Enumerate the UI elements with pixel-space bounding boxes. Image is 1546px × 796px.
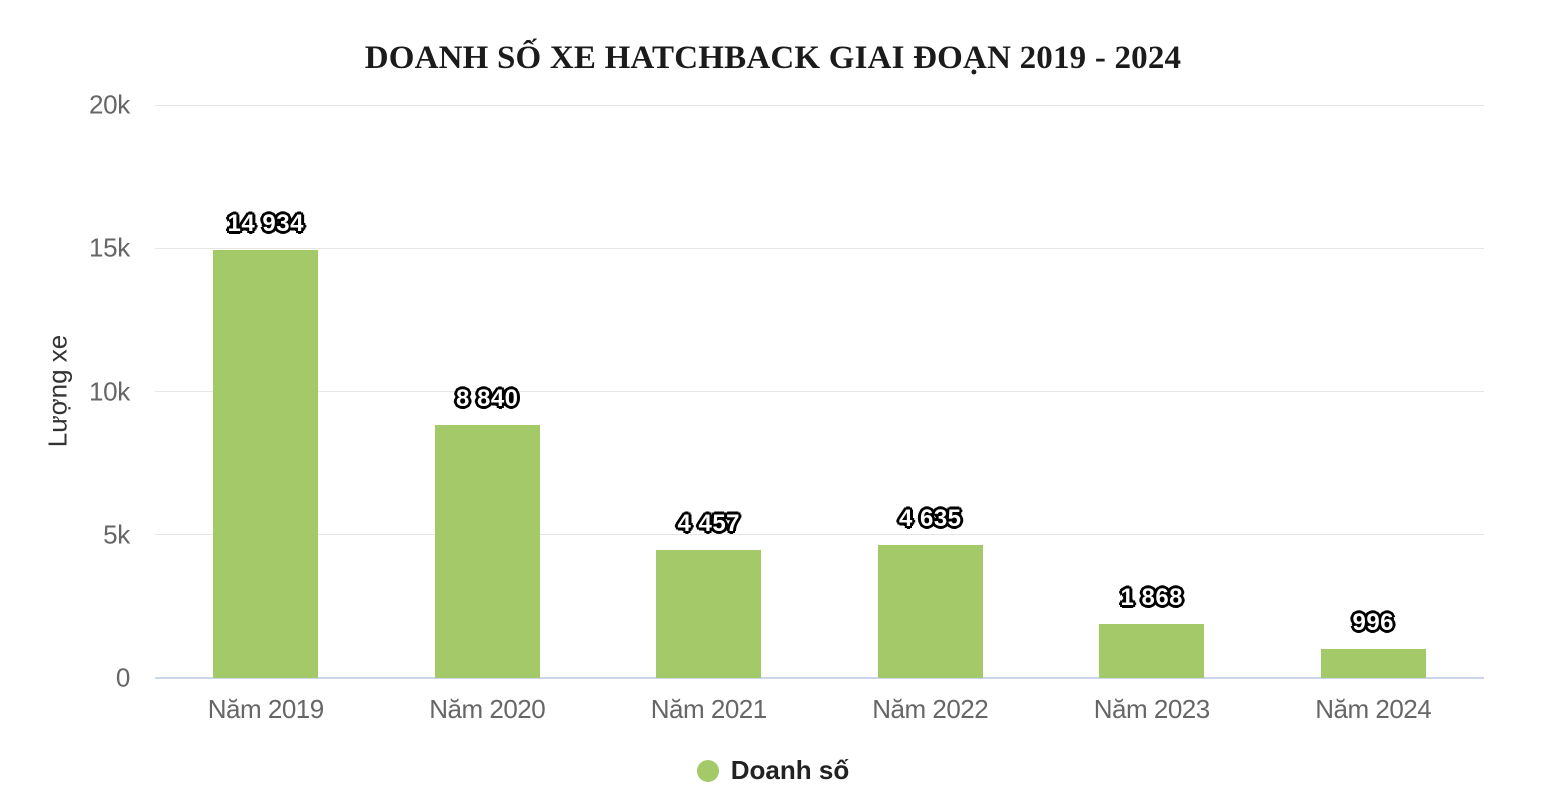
y-axis-tick-label: 10k	[88, 376, 130, 406]
chart-bar[interactable]	[434, 425, 540, 678]
legend-item-doanh-so[interactable]: Doanh số	[0, 755, 1546, 786]
x-axis-line	[155, 677, 1484, 679]
x-axis-label: Năm 2019	[207, 694, 324, 724]
y-axis-tick-label: 15k	[88, 232, 130, 263]
x-axis-label: Năm 2022	[872, 694, 989, 724]
bar-value-label: 8 840	[455, 385, 519, 412]
legend-label: Doanh số	[730, 755, 850, 785]
chart-title: DOANH SỐ XE HATCHBACK GIAI ĐOẠN 2019 - 2…	[364, 40, 1182, 76]
x-axis-label: Năm 2021	[650, 694, 767, 724]
legend-marker-icon	[696, 759, 719, 782]
y-axis-tick-label: 0	[115, 662, 130, 693]
chart-bar[interactable]	[1320, 649, 1426, 678]
bar-value-label: 996	[1352, 609, 1395, 636]
chart-bar[interactable]	[656, 550, 762, 678]
gridline	[155, 247, 1484, 249]
y-axis-tick-label: 5k	[103, 519, 130, 550]
chart-bar[interactable]	[877, 545, 983, 678]
gridline	[155, 104, 1484, 106]
bar-value-label: 1 868	[1120, 584, 1184, 611]
gridline	[155, 534, 1484, 536]
bar-value-label: 4 635	[898, 505, 962, 532]
chart-bar[interactable]	[213, 250, 319, 678]
x-axis-label: Năm 2024	[1315, 694, 1432, 724]
bar-value-label: 4 457	[677, 510, 741, 537]
x-axis-label: Năm 2023	[1093, 694, 1210, 724]
chart-bar[interactable]	[1099, 624, 1205, 678]
gridline	[155, 391, 1484, 392]
x-axis-label: Năm 2020	[429, 694, 546, 724]
bar-value-label: 14 934	[227, 210, 304, 237]
y-axis-tick-label: 20k	[88, 89, 130, 120]
